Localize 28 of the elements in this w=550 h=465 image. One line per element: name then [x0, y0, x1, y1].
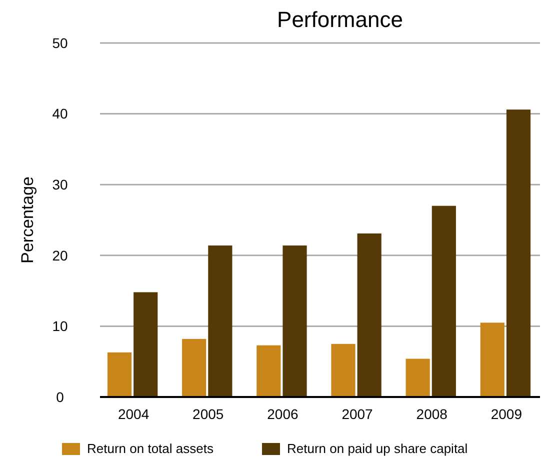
y-axis-title: Percentage — [18, 176, 37, 264]
bar — [282, 245, 307, 397]
bar — [357, 233, 382, 397]
y-tick-label: 30 — [52, 176, 68, 192]
x-tick-label: 2009 — [490, 406, 522, 422]
bar — [107, 352, 132, 397]
y-tick-label: 20 — [52, 247, 68, 264]
y-tick-label: 10 — [52, 318, 68, 334]
bar — [256, 345, 281, 397]
bar — [432, 206, 456, 397]
x-tick-label: 2006 — [267, 406, 298, 422]
chart-title: Performance — [277, 7, 403, 32]
bar — [480, 322, 504, 397]
x-tick-label: 2005 — [192, 406, 224, 422]
bar — [406, 358, 430, 397]
bar — [182, 338, 206, 397]
y-tick-label: 50 — [52, 34, 68, 51]
y-tick-label: 0 — [56, 388, 64, 405]
legend-label: Return on total assets — [87, 441, 214, 456]
x-tick-label: 2008 — [416, 406, 448, 422]
legend-label: Return on paid up share capital — [287, 441, 468, 456]
y-tick-label: 40 — [52, 106, 68, 122]
bar — [506, 110, 531, 397]
bar — [134, 292, 158, 397]
bar — [331, 344, 356, 397]
x-tick-label: 2007 — [342, 406, 374, 422]
x-tick-label: 2004 — [118, 406, 150, 422]
bar — [208, 245, 232, 397]
